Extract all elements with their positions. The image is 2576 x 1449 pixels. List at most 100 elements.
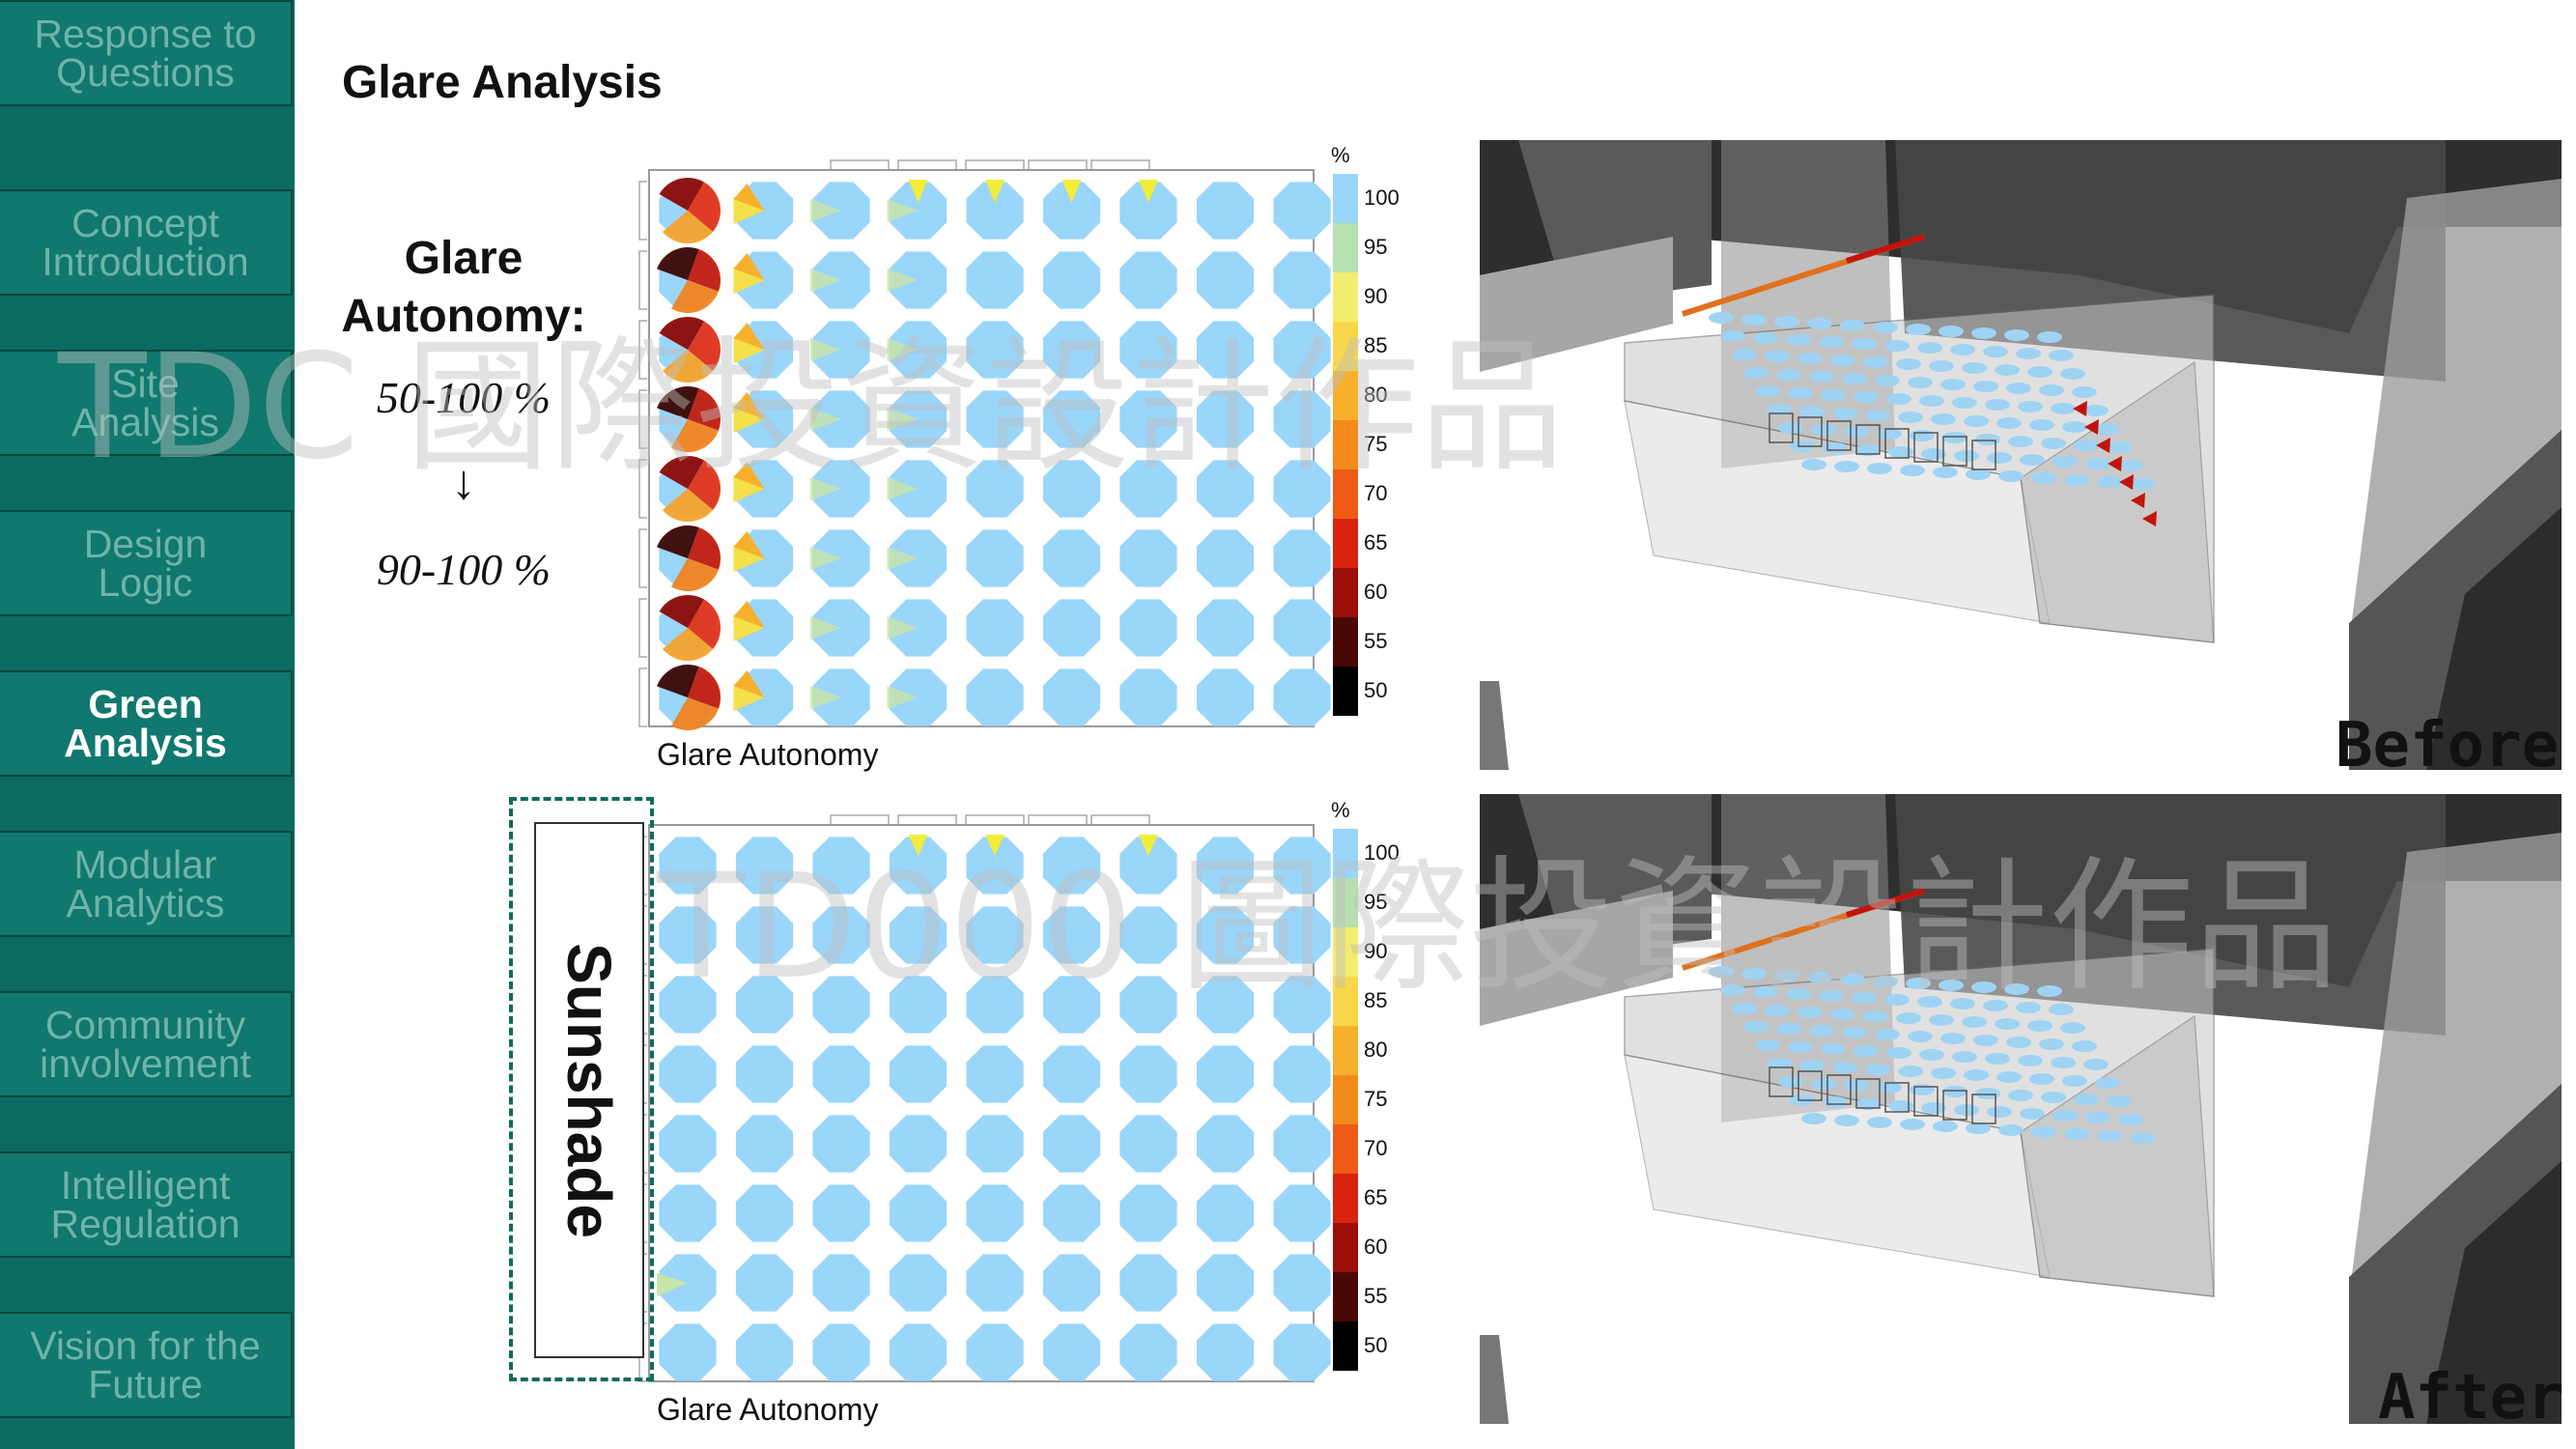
glare-wedge [810,408,841,431]
grid-cell [1196,251,1255,309]
grid-cell [659,1045,717,1103]
grid-cell [1042,460,1101,518]
sensor-dot [1898,412,1923,423]
sensor-dot [1788,387,1813,399]
sensor-dot [1996,1071,2022,1083]
sensor-dot [1807,972,1832,983]
sensor-dot [1875,375,1900,386]
sensor-dot [1819,990,1844,1002]
sidebar-item-1[interactable]: Concept Introduction [0,189,293,296]
legend-tick: 65 [1364,530,1387,554]
legend-tick: 90 [1364,939,1387,963]
grid-cell [1042,668,1101,726]
top-tab [965,159,1025,170]
grid-cell [812,1184,870,1242]
sensor-dot [1776,1023,1801,1035]
sensor-dot [1809,1025,1834,1037]
edge-stripe [1846,888,1925,918]
glare-wedge [810,477,841,500]
sensor-dot [1950,998,1975,1009]
render-before [1480,140,2562,770]
grid-cell [1196,976,1255,1034]
glare-marker [2096,438,2110,453]
glare-wedge [662,489,714,522]
sensor-dot [1786,988,1811,1000]
sensor-dot [1819,336,1844,348]
glare-wedge [810,547,841,570]
sidebar-item-5[interactable]: Modular Analytics [0,831,293,937]
grid-cell [966,460,1024,518]
glare-wedge [810,686,841,709]
grid-cell [812,906,870,964]
glare-wedge [810,616,841,639]
grid-cell [966,976,1024,1034]
grid-cell [889,1184,948,1242]
grid-cell [1273,390,1331,448]
sidebar-item-8[interactable]: Vision for the Future [0,1312,293,1418]
sensor-dot [1987,452,2012,464]
grid-cell [1273,321,1331,379]
glare-wedge [733,336,765,363]
sensor-dot [1929,1014,1954,1026]
legend-swatch [1333,174,1358,223]
sensor-dot [2008,436,2033,447]
grid-cell [1042,976,1101,1034]
grid-cell [1042,1184,1101,1242]
sidebar-item-6[interactable]: Community involvement [0,991,293,1097]
sensor-dot [1917,996,1942,1008]
sensor-dot [2029,419,2054,431]
top-tab [830,159,890,170]
sensor-dot [1778,1076,1803,1088]
building-mass [2426,507,2562,770]
sidebar-item-2[interactable]: Site Analysis [0,350,293,456]
building-mass [1480,681,1509,770]
sensor-dot [1898,1065,1923,1077]
grid-cell [1196,668,1255,726]
grid-cell [966,668,1024,726]
grid-cell [735,1045,794,1103]
sensor-dot [1962,1016,1987,1028]
glare-wedge [671,280,719,313]
glare-wedge [659,595,704,628]
sidebar-item-0[interactable]: Response to Questions [0,0,293,106]
sensor-dot [2018,401,2043,412]
grid-cell [812,1323,870,1381]
sensor-dot [2037,985,2062,997]
sensor-dot [1799,1060,1825,1071]
legend-swatch [1333,1223,1358,1272]
grid-cell [966,182,1024,240]
grid-cell [966,251,1024,309]
sensor-dot [1950,344,1975,355]
glare-wedge [733,462,765,489]
sidebar-item-3[interactable]: Design Logic [0,510,293,616]
grid-cell [659,1323,717,1381]
sensor-dot [1975,1088,2000,1099]
glare-wedge [887,616,919,639]
grid-cell [1273,599,1331,657]
side-tab [638,181,647,241]
sensor-dot [1971,327,1996,339]
sensor-dot [1973,381,1998,392]
louver [1884,1082,1910,1113]
grid-cell [1273,906,1331,964]
sensor-dot [1921,1102,1946,1114]
sensor-dot [2027,366,2052,378]
grid-cell [1042,182,1101,240]
grid-cell [889,1323,948,1381]
sidebar-item-4[interactable]: Green Analysis [0,670,293,777]
glare-wedge [688,599,721,649]
grid-cell [1196,1115,1255,1173]
sensor-dot [2074,440,2099,451]
glare-heatmap-after: Glare Autonomy% 100 95 90 85 80 75 70 65 60 55 50 [638,798,1400,1427]
sensor-dot [1952,397,1977,409]
sensor-dot [2031,1126,2056,1138]
side-tab [638,598,647,658]
sidebar-item-7[interactable]: Intelligent Regulation [0,1151,293,1258]
glare-wedge [810,269,841,292]
sensor-dot [1873,976,1898,987]
sensor-dot [1998,470,2024,482]
legend-swatch [1333,1272,1358,1321]
sensor-dot [1939,326,1964,337]
grid-cell [659,1184,717,1242]
grid-cell [812,976,870,1034]
